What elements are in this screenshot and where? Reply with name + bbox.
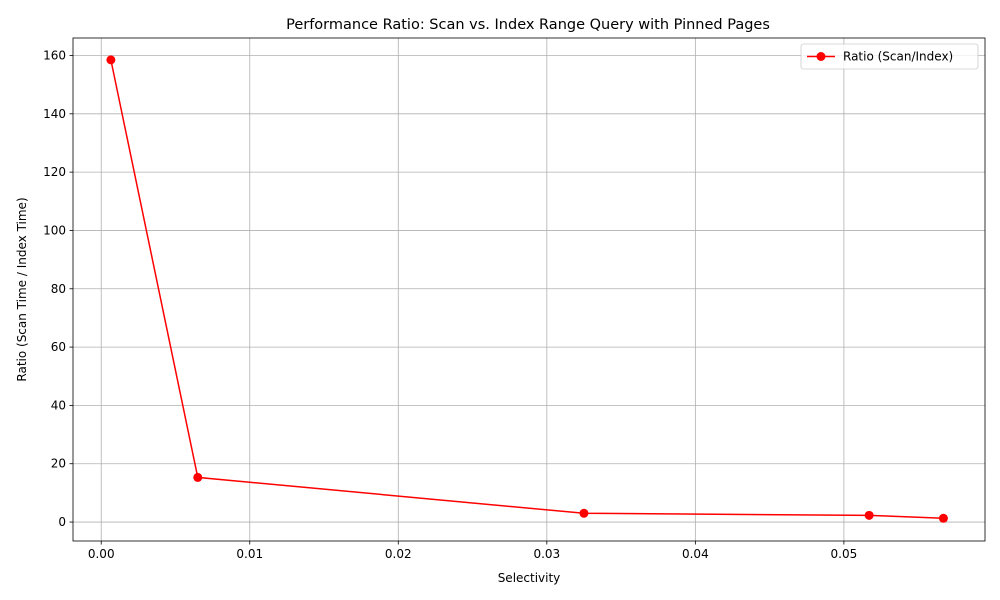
x-tick-label: 0.03 bbox=[533, 547, 560, 561]
plot-frame bbox=[72, 37, 986, 542]
data-point bbox=[579, 508, 589, 518]
x-tick-label: 0.02 bbox=[385, 547, 412, 561]
y-tick-label: 80 bbox=[51, 282, 66, 296]
y-tick-label: 0 bbox=[58, 515, 66, 529]
data-point bbox=[193, 472, 203, 482]
data-point bbox=[864, 510, 874, 520]
y-tick-label: 120 bbox=[43, 165, 66, 179]
legend-marker bbox=[816, 52, 826, 61]
x-axis: 0.00 0.01 0.02 0.03 0.04 0.05 bbox=[88, 541, 857, 561]
x-tick-label: 0.04 bbox=[682, 547, 709, 561]
y-axis: 0 20 40 60 80 100 120 140 160 bbox=[43, 48, 73, 529]
legend-box bbox=[800, 43, 979, 70]
chart-title: Performance Ratio: Scan vs. Index Range … bbox=[286, 17, 770, 33]
data-point bbox=[938, 513, 948, 523]
x-tick-label: 0.05 bbox=[831, 547, 858, 561]
legend-label: Ratio (Scan/Index) bbox=[843, 50, 953, 64]
x-tick-label: 0.01 bbox=[236, 547, 263, 561]
grid bbox=[73, 38, 985, 541]
y-tick-label: 60 bbox=[51, 340, 66, 354]
y-tick-label: 160 bbox=[43, 48, 66, 62]
legend: Ratio (Scan/Index) bbox=[800, 43, 979, 70]
data-point bbox=[106, 55, 116, 65]
y-tick-label: 40 bbox=[51, 398, 66, 412]
y-axis-label: Ratio (Scan Time / Index Time) bbox=[15, 197, 29, 381]
y-tick-label: 100 bbox=[43, 223, 66, 237]
y-tick-label: 140 bbox=[43, 107, 66, 121]
x-tick-label: 0.00 bbox=[88, 547, 115, 561]
y-tick-label: 20 bbox=[51, 457, 66, 471]
series-layer bbox=[106, 55, 948, 523]
x-axis-label: Selectivity bbox=[498, 571, 561, 585]
